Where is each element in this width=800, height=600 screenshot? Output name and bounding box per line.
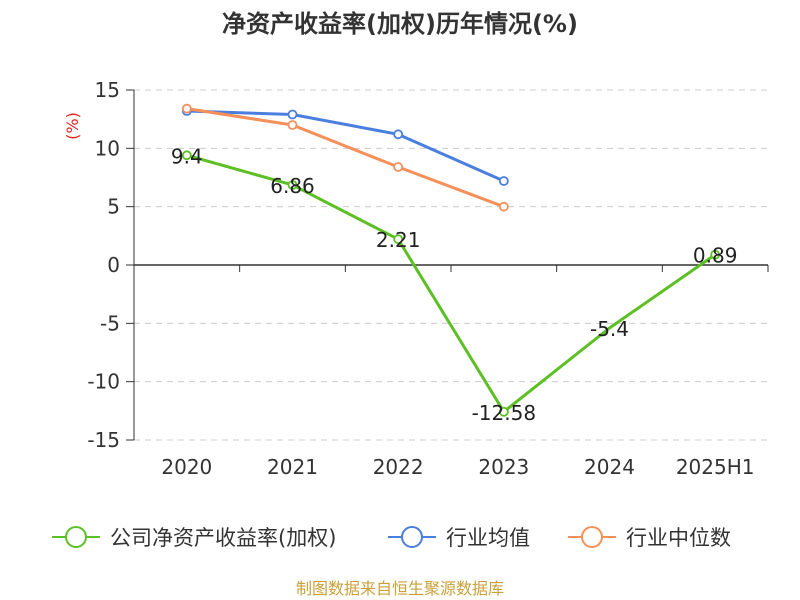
legend-label: 公司净资产收益率(加权) xyxy=(110,526,336,550)
data-label: -12.58 xyxy=(472,401,536,425)
legend-item-2[interactable]: 行业中位数 xyxy=(568,526,731,550)
data-point[interactable] xyxy=(498,176,509,186)
data-point[interactable] xyxy=(287,109,298,120)
grid-lines xyxy=(134,89,768,441)
chart-title: 净资产收益率(加权)历年情况(%) xyxy=(222,10,578,38)
legend-marker xyxy=(401,526,423,548)
y-tick-label: -15 xyxy=(87,428,120,452)
data-label: 9.4 xyxy=(171,144,203,168)
y-axis-unit-label: (%) xyxy=(63,112,82,140)
legend-label: 行业中位数 xyxy=(626,526,731,550)
series-line-1 xyxy=(186,109,505,183)
series-line-0 xyxy=(186,153,717,414)
x-tick-label: 2022 xyxy=(373,455,424,479)
legend-item-0[interactable]: 公司净资产收益率(加权) xyxy=(52,526,336,550)
x-tick-label: 2024 xyxy=(584,455,635,479)
y-tick-label: -10 xyxy=(87,370,120,394)
data-point[interactable] xyxy=(181,150,192,161)
data-label: 0.89 xyxy=(693,244,738,268)
data-point[interactable] xyxy=(393,234,404,245)
y-tick-label: 10 xyxy=(95,136,120,160)
y-tick-label: -5 xyxy=(100,311,120,335)
series-layer xyxy=(181,103,721,417)
legend-marker xyxy=(65,526,87,548)
data-point[interactable] xyxy=(287,120,298,130)
x-tick-label: 2025H1 xyxy=(676,455,755,479)
series-line-2 xyxy=(186,107,505,209)
legend-marker xyxy=(581,526,603,548)
data-point[interactable] xyxy=(710,249,721,260)
x-tick-label: 2023 xyxy=(478,455,529,479)
y-tick-label: 0 xyxy=(107,253,120,277)
legend-item-1[interactable]: 行业均值 xyxy=(388,526,530,550)
data-label: 2.21 xyxy=(376,228,421,252)
x-tick-label: 2020 xyxy=(161,455,212,479)
data-point[interactable] xyxy=(287,180,298,190)
data-label: 6.86 xyxy=(270,174,315,198)
y-tick-label: 15 xyxy=(95,78,120,102)
data-point[interactable] xyxy=(498,406,509,417)
data-point[interactable] xyxy=(393,162,404,172)
x-tick-label: 2021 xyxy=(267,455,318,479)
data-point[interactable] xyxy=(181,103,192,114)
data-label: -5.4 xyxy=(590,317,629,341)
data-labels: 9.4 6.86 2.21 -12.58 -5.4 0.89 xyxy=(171,144,738,424)
data-point[interactable] xyxy=(498,201,509,212)
legend-label: 行业均值 xyxy=(446,526,530,550)
y-tick-label: 5 xyxy=(107,195,120,219)
source-note: 制图数据来自恒生聚源数据库 xyxy=(296,579,504,598)
axes: 15 10 5 0 -5 -10 -15 2020 2021 2022 2023 2024 2025H1 xyxy=(87,78,769,479)
data-point[interactable] xyxy=(393,129,404,140)
legend[interactable]: 公司净资产收益率(加权) 行业均值 行业中位数 xyxy=(52,526,731,550)
